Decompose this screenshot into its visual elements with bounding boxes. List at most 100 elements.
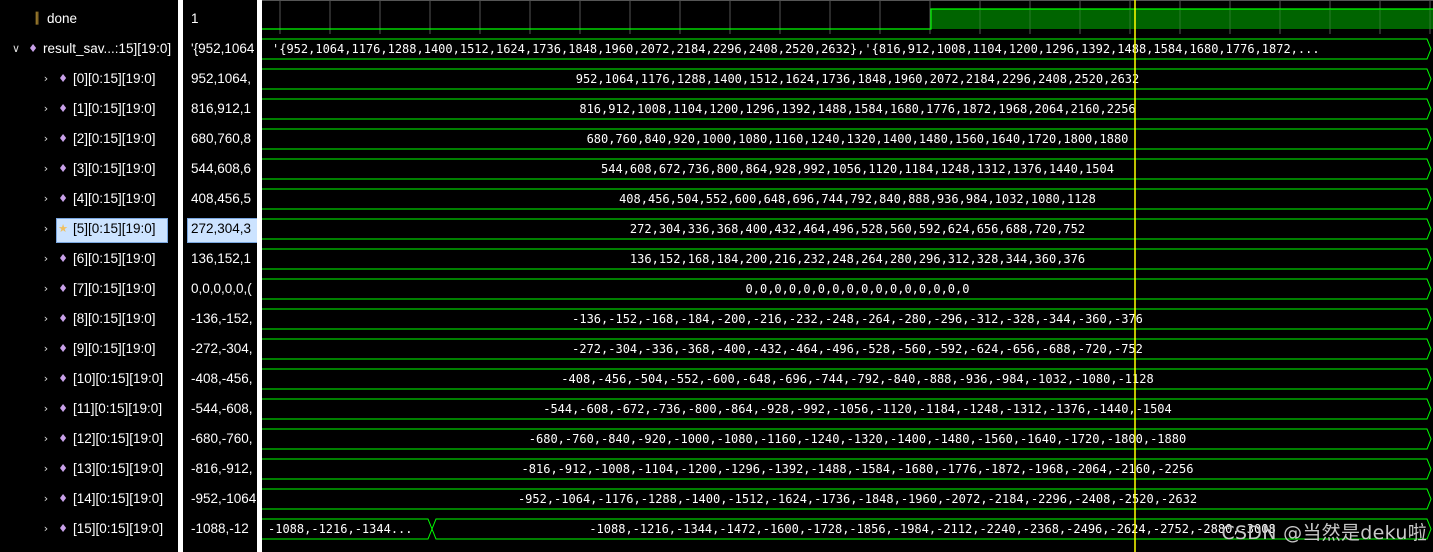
selection-highlight xyxy=(187,218,257,243)
signal-row-name[interactable]: › ♦ [7][0:15][19:0] xyxy=(0,274,178,304)
signal-row-value[interactable]: '{952,1064 xyxy=(183,34,257,64)
signal-row-name[interactable]: › ★ [5][0:15][19:0] xyxy=(0,214,178,244)
chevron-right-icon[interactable]: › xyxy=(43,252,49,265)
array-signal-icon: ♦ xyxy=(28,42,38,55)
chevron-down-icon[interactable]: ∨ xyxy=(11,42,21,55)
chevron-right-icon[interactable]: › xyxy=(43,522,49,535)
bus-waveform xyxy=(262,458,1432,480)
signal-name-panel: ║ done ∨ ♦ result_sav...:15][19:0] › ♦ [0][0:15… xyxy=(0,0,178,552)
signal-row-value[interactable]: -680,-760, xyxy=(183,424,257,454)
signal-row-value[interactable]: -816,-912, xyxy=(183,454,257,484)
bus-waveform xyxy=(262,428,1432,450)
signal-row-value[interactable]: 544,608,6 xyxy=(183,154,257,184)
chevron-right-icon[interactable]: › xyxy=(43,462,49,475)
signal-row-value[interactable]: -272,-304, xyxy=(183,334,257,364)
watermark: CSDN @当然是deku啦 xyxy=(1221,522,1427,544)
signal-row-value[interactable]: -952,-1064 xyxy=(183,484,257,514)
signal-row-value[interactable]: 1 xyxy=(183,4,257,34)
signal-row-name[interactable]: › ♦ [10][0:15][19:0] xyxy=(0,364,178,394)
bus-value-label: -1088,-1216,-1344,-1472,-1600,-1728,-185… xyxy=(589,522,1275,536)
signal-row-name[interactable]: › ♦ [15][0:15][19:0] xyxy=(0,514,178,544)
bus-waveform xyxy=(262,98,1432,120)
bus-waveform xyxy=(262,278,1432,300)
signal-row-value[interactable]: 0,0,0,0,0,( xyxy=(183,274,257,304)
signal-row-name[interactable]: ∨ ♦ result_sav...:15][19:0] xyxy=(0,34,178,64)
bus-waveform xyxy=(262,338,1432,360)
signal-row-value[interactable]: -544,-608, xyxy=(183,394,257,424)
signal-value-text: 544,608,6 xyxy=(191,161,252,176)
signal-row-name[interactable]: › ♦ [13][0:15][19:0] xyxy=(0,454,178,484)
bus-value-label: -136,-152,-168,-184,-200,-216,-232,-248,… xyxy=(572,312,1143,326)
signal-row-name[interactable]: › ♦ [8][0:15][19:0] xyxy=(0,304,178,334)
signal-row-name[interactable]: › ♦ [2][0:15][19:0] xyxy=(0,124,178,154)
chevron-right-icon[interactable]: › xyxy=(43,492,49,505)
signal-row-name[interactable]: › ♦ [11][0:15][19:0] xyxy=(0,394,178,424)
chevron-right-icon[interactable]: › xyxy=(43,102,49,115)
chevron-right-icon[interactable]: › xyxy=(43,402,49,415)
signal-row-value[interactable]: 680,760,8 xyxy=(183,124,257,154)
waveform-canvas[interactable]: '{952,1064,1176,1288,1400,1512,1624,1736… xyxy=(262,0,1433,552)
signal-row-name[interactable]: › ♦ [4][0:15][19:0] xyxy=(0,184,178,214)
bus-value-label: -1088,-1216,-1344... xyxy=(268,522,413,536)
chevron-right-icon[interactable]: › xyxy=(43,162,49,175)
signal-row-value[interactable]: -1088,-12 xyxy=(183,514,257,544)
signal-row-value[interactable]: 272,304,3 xyxy=(183,214,257,244)
bus-waveform xyxy=(262,308,1432,330)
chevron-right-icon[interactable]: › xyxy=(43,282,49,295)
bus-waveform xyxy=(262,158,1432,180)
signal-row-name[interactable]: › ♦ [3][0:15][19:0] xyxy=(0,154,178,184)
chevron-right-icon[interactable]: › xyxy=(43,372,49,385)
signal-row-name[interactable]: › ♦ [12][0:15][19:0] xyxy=(0,424,178,454)
signal-name-label: [12][0:15][19:0] xyxy=(73,431,164,446)
signal-value-text: 136,152,1 xyxy=(191,251,252,266)
signal-row-value[interactable]: 408,456,5 xyxy=(183,184,257,214)
signal-row-value[interactable]: -136,-152, xyxy=(183,304,257,334)
signal-row-name[interactable]: › ♦ [6][0:15][19:0] xyxy=(0,244,178,274)
signal-row-name[interactable]: ║ done xyxy=(0,4,178,34)
array-signal-icon: ♦ xyxy=(58,132,68,145)
array-signal-icon: ♦ xyxy=(58,342,68,355)
bus-value-label: 952,1064,1176,1288,1400,1512,1624,1736,1… xyxy=(576,72,1140,86)
bus-value-label: 408,456,504,552,600,648,696,744,792,840,… xyxy=(619,192,1096,206)
chevron-right-icon[interactable]: › xyxy=(43,342,49,355)
signal-row-value[interactable]: 136,152,1 xyxy=(183,244,257,274)
bus-value-label: -408,-456,-504,-552,-600,-648,-696,-744,… xyxy=(561,372,1153,386)
bus-value-label: 272,304,336,368,400,432,464,496,528,560,… xyxy=(630,222,1085,236)
signal-row-value[interactable]: 952,1064, xyxy=(183,64,257,94)
signal-row-name[interactable]: › ♦ [14][0:15][19:0] xyxy=(0,484,178,514)
bus-waveform xyxy=(431,518,1432,540)
waveform-panel[interactable]: '{952,1064,1176,1288,1400,1512,1624,1736… xyxy=(262,0,1433,552)
signal-name-label: [15][0:15][19:0] xyxy=(73,521,164,536)
array-signal-icon: ♦ xyxy=(58,102,68,115)
array-signal-icon: ♦ xyxy=(58,522,68,535)
signal-name-label: [4][0:15][19:0] xyxy=(73,191,156,206)
bus-waveform xyxy=(262,368,1432,390)
signal-name-label: [0][0:15][19:0] xyxy=(73,71,156,86)
array-signal-icon: ♦ xyxy=(58,372,68,385)
signal-value-text: -136,-152, xyxy=(191,311,253,326)
bus-value-label: -544,-608,-672,-736,-800,-864,-928,-992,… xyxy=(543,402,1172,416)
chevron-right-icon[interactable]: › xyxy=(43,432,49,445)
bus-value-label: -816,-912,-1008,-1104,-1200,-1296,-1392,… xyxy=(522,462,1194,476)
bus-value-label: -952,-1064,-1176,-1288,-1400,-1512,-1624… xyxy=(518,492,1197,506)
bus-value-label: -272,-304,-336,-368,-400,-432,-464,-496,… xyxy=(572,342,1143,356)
signal-row-name[interactable]: › ♦ [0][0:15][19:0] xyxy=(0,64,178,94)
bit-high-region xyxy=(931,9,1433,29)
selection-highlight xyxy=(56,218,168,243)
signal-row-value[interactable]: 816,912,1 xyxy=(183,94,257,124)
panel-divider[interactable] xyxy=(257,0,262,552)
chevron-right-icon[interactable]: › xyxy=(43,132,49,145)
chevron-right-icon[interactable]: › xyxy=(43,222,49,235)
signal-row-name[interactable]: › ♦ [9][0:15][19:0] xyxy=(0,334,178,364)
signal-value-text: -1088,-12 xyxy=(191,521,249,536)
signal-name-label: [6][0:15][19:0] xyxy=(73,251,156,266)
chevron-right-icon[interactable]: › xyxy=(43,192,49,205)
panel-divider[interactable] xyxy=(178,0,183,552)
chevron-right-icon[interactable]: › xyxy=(43,72,49,85)
signal-row-name[interactable]: › ♦ [1][0:15][19:0] xyxy=(0,94,178,124)
chevron-right-icon[interactable]: › xyxy=(43,312,49,325)
signal-row-value[interactable]: -408,-456, xyxy=(183,364,257,394)
signal-name-label: [10][0:15][19:0] xyxy=(73,371,164,386)
signal-name-label: [13][0:15][19:0] xyxy=(73,461,164,476)
signal-name-label: result_sav...:15][19:0] xyxy=(43,41,172,56)
